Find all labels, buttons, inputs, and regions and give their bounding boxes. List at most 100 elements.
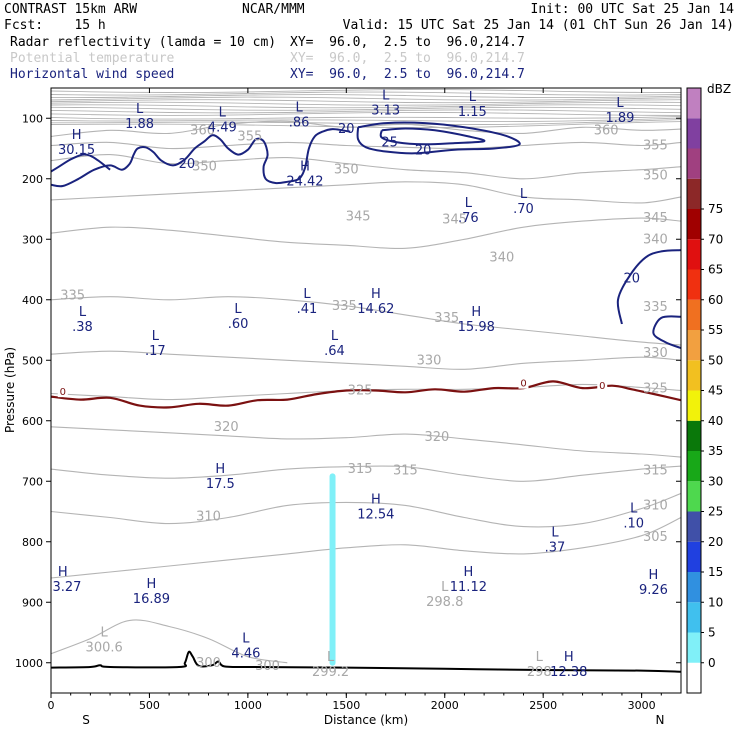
extremum-h: H12.38 <box>550 650 587 680</box>
theta-label: 335 <box>60 289 85 304</box>
theta-label: 335 <box>434 311 459 326</box>
freezing-label-bg <box>57 387 68 398</box>
terrain-surface <box>51 650 681 673</box>
plot-content: 0 0 0 360 355 360 355 350 350 350 345 345 345 340 340… <box>44 88 681 680</box>
extremum-type: L <box>469 90 477 105</box>
extremum-value: 30.15 <box>58 143 95 158</box>
theta-contour-305 <box>51 517 681 579</box>
wind-label: 25 <box>381 135 398 150</box>
dense-isentrope <box>51 106 681 111</box>
extremum-h: H9.26 <box>639 568 668 598</box>
extremum-value: 12.54 <box>357 507 394 522</box>
theta-contour-345 <box>51 181 681 204</box>
extremum-type: L <box>303 287 311 302</box>
extremum-l: L.41 <box>297 287 318 317</box>
theta-label: 330 <box>417 353 442 368</box>
forecast-hour: Fcst: 15 h <box>4 18 106 33</box>
x-tick-label: 500 <box>139 699 160 712</box>
colorbar-label: 15 <box>708 565 723 579</box>
theta-label: 325 <box>643 382 668 397</box>
wind-label: 20 <box>338 122 355 137</box>
theta-extremum-value: 299.2 <box>312 665 349 680</box>
dense-isentrope <box>51 104 681 109</box>
colorbar-swatch <box>687 662 701 693</box>
extremum-type: L <box>520 187 528 202</box>
organization: NCAR/MMM <box>242 2 305 17</box>
colorbar-swatch <box>687 602 701 633</box>
extremum-type: L <box>551 526 559 541</box>
extremum-h: H12.54 <box>357 492 394 522</box>
extremum-value: 13.27 <box>44 580 81 595</box>
theta-extremum-value: 298 <box>527 665 552 680</box>
colorbar-label: 50 <box>708 353 723 367</box>
colorbar-swatch <box>687 178 701 209</box>
extremum-h: H15.98 <box>458 305 495 335</box>
theta-label: 335 <box>643 300 668 315</box>
extremum-l: L4.46 <box>231 632 260 662</box>
extremum-type: H <box>72 128 82 143</box>
theta-label: 345 <box>643 211 668 226</box>
y-tick-label: 1000 <box>15 657 43 670</box>
theta-contour-335 <box>51 296 681 346</box>
dense-isentrope <box>51 121 681 129</box>
extremum-h: H14.62 <box>357 287 394 317</box>
colorbar-label: 60 <box>708 293 723 307</box>
wind-contour <box>652 315 681 350</box>
dense-isentrope <box>51 119 681 126</box>
theta-label: 305 <box>643 530 668 545</box>
terrain-line <box>51 650 681 673</box>
extremum-type: H <box>300 160 310 175</box>
extremum-h: H24.42 <box>286 160 323 190</box>
model-title: CONTRAST 15km ARW <box>4 2 137 17</box>
y-tick-label: 300 <box>22 233 43 246</box>
header: CONTRAST 15km ARW NCAR/MMM Init: 00 UTC … <box>4 2 734 82</box>
colorbar-label: 40 <box>708 414 723 428</box>
freezing-level: 0 0 0 <box>51 378 681 409</box>
extremum-l: L.86 <box>289 100 310 130</box>
reflectivity-shading <box>329 473 336 666</box>
extremum-value: 12.38 <box>550 665 587 680</box>
extremum-type: L <box>465 196 473 211</box>
extremum-type: L <box>152 329 160 344</box>
extremum-type: L <box>234 302 242 317</box>
var3-name: Horizontal wind speed <box>10 67 174 82</box>
dense-isentrope <box>51 115 681 120</box>
y-axis-label: Pressure (hPa) <box>3 347 17 433</box>
colorbar-swatch <box>687 88 701 119</box>
init-time: Init: 00 UTC Sat 25 Jan 14 <box>531 2 735 17</box>
extremum-type: L <box>382 88 390 103</box>
extremum-type: L <box>331 329 339 344</box>
extremum-l: L3.13 <box>371 88 400 118</box>
theta-label: 340 <box>489 250 514 265</box>
extremum-l: L.17 <box>145 329 166 359</box>
colorbar-swatch <box>687 148 701 179</box>
extremum-type: H <box>371 287 381 302</box>
y-tick-label: 200 <box>22 173 43 186</box>
y-tick-label: 700 <box>22 475 43 488</box>
extremum-value: 1.88 <box>125 117 154 132</box>
extremum-value: 3.13 <box>371 103 400 118</box>
theta-label: 360 <box>594 123 619 138</box>
var2-name: Potential temperature <box>10 51 175 66</box>
extremum-l: L1.15 <box>458 90 487 120</box>
theta-label: 340 <box>643 232 668 247</box>
extremum-value: .37 <box>545 541 566 556</box>
extremum-h: H17.5 <box>206 462 235 492</box>
theta-label: 345 <box>442 212 467 227</box>
extremum-type: L <box>136 102 144 117</box>
wind-contour <box>616 249 681 325</box>
extremum-value: .10 <box>623 517 644 532</box>
colorbar-swatch <box>687 330 701 361</box>
colorbar-swatch <box>687 209 701 240</box>
theta-contour-315 <box>51 465 681 482</box>
theta-contour-330 <box>51 350 681 370</box>
theta-extremum-value: 298.8 <box>426 595 463 610</box>
theta-extremum-type: L <box>536 650 544 665</box>
colorbar-label: 45 <box>708 384 723 398</box>
x-tick-label: 2000 <box>431 699 459 712</box>
x-axis-label: Distance (km) <box>324 713 408 727</box>
theta-contour-300 <box>51 619 288 664</box>
theta-label: 315 <box>393 463 418 478</box>
